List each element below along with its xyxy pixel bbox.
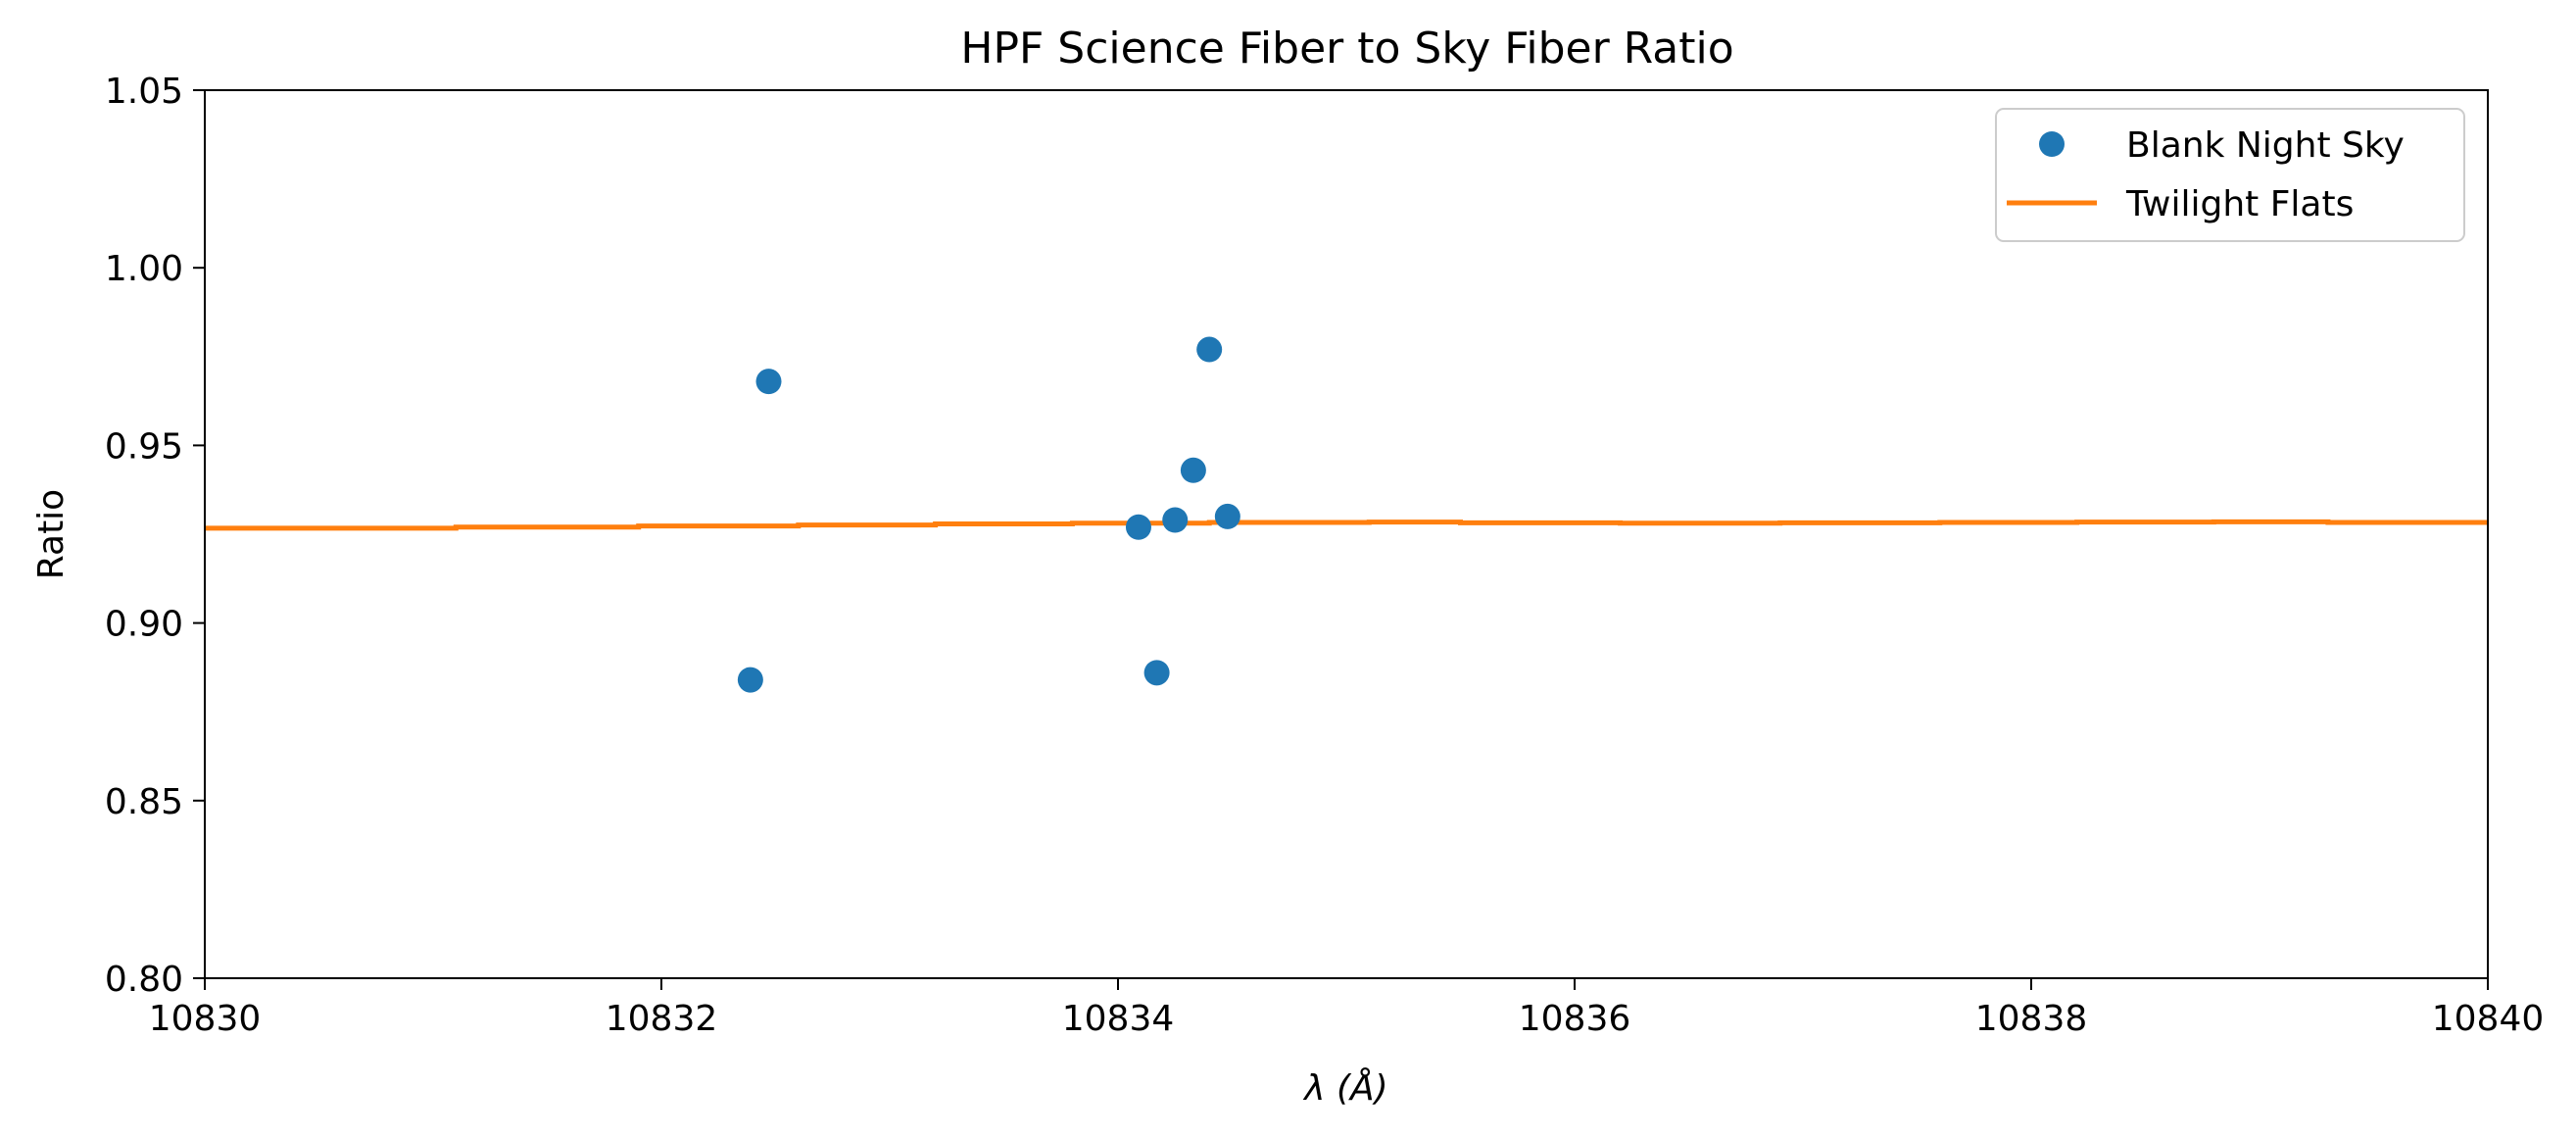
x-tick-label: 10838: [1975, 999, 2088, 1039]
data-point-blank-night-sky: [756, 369, 782, 394]
y-tick-label: 0.90: [105, 605, 183, 645]
data-point-blank-night-sky: [1126, 515, 1151, 540]
data-point-blank-night-sky: [1181, 458, 1206, 483]
x-tick-label: 10830: [149, 999, 262, 1039]
y-tick-label: 0.95: [105, 426, 183, 467]
y-tick-label: 1.00: [105, 249, 183, 289]
data-point-blank-night-sky: [1215, 504, 1240, 529]
y-tick-label: 0.85: [105, 782, 183, 822]
x-axis-label: λ (Å): [1302, 1066, 1387, 1109]
legend-marker-blank-night-sky: [2039, 131, 2065, 157]
x-tick-label: 10834: [1062, 999, 1175, 1039]
legend-label-twilight-flats: Twilight Flats: [2125, 184, 2354, 224]
data-point-blank-night-sky: [1162, 508, 1188, 533]
x-tick-label: 10832: [606, 999, 718, 1039]
data-point-blank-night-sky: [1196, 337, 1222, 363]
y-tick-label: 1.05: [105, 72, 183, 112]
data-point-blank-night-sky: [1144, 660, 1170, 685]
legend: Blank Night Sky Twilight Flats: [1996, 109, 2464, 241]
y-axis-label: Ratio: [31, 489, 72, 579]
x-tick-label: 10836: [1519, 999, 1631, 1039]
x-tick-label: 10840: [2432, 999, 2545, 1039]
legend-label-blank-night-sky: Blank Night Sky: [2126, 125, 2405, 166]
data-point-blank-night-sky: [738, 668, 763, 693]
y-tick-label: 0.80: [105, 960, 183, 1000]
chart-title: HPF Science Fiber to Sky Fiber Ratio: [960, 24, 1733, 74]
